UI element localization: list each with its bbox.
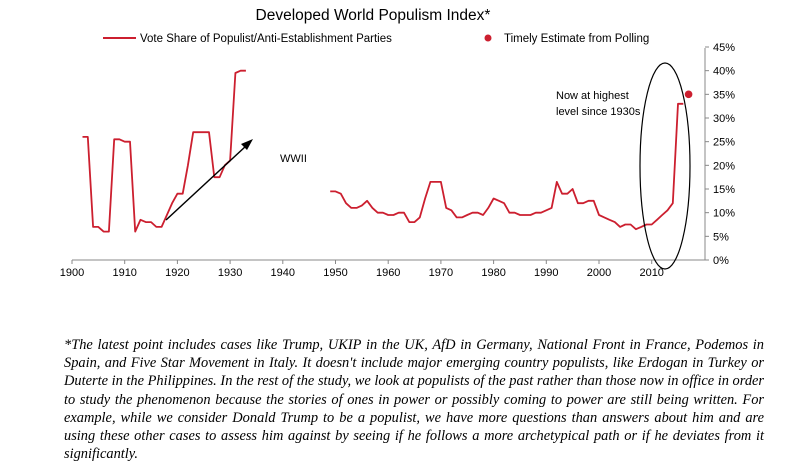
x-tick-label: 2010: [639, 267, 663, 279]
chart-title: Developed World Populism Index*: [256, 7, 491, 24]
footnote: *The latest point includes cases like Tr…: [64, 337, 764, 463]
x-tick-label: 1960: [376, 267, 400, 279]
x-tick-label: 1940: [271, 267, 295, 279]
y-tick-label: 30%: [713, 113, 735, 125]
y-tick-label: 5%: [713, 231, 729, 243]
annotation-line-1: Now at highest: [556, 90, 629, 102]
series-points: [684, 90, 693, 99]
trend-arrow-line: [165, 145, 247, 221]
x-tick-label: 1900: [60, 267, 84, 279]
x-tick-label: 2000: [587, 267, 611, 279]
x-tick-label: 1950: [323, 267, 347, 279]
y-tick-label: 15%: [713, 184, 735, 196]
x-tick-label: 1930: [218, 267, 242, 279]
x-tick-label: 1980: [481, 267, 505, 279]
chart: Developed World Populism Index* Vote Sha…: [60, 7, 735, 279]
legend-label-vote-share: Vote Share of Populist/Anti-Establishmen…: [140, 33, 392, 45]
y-tick-label: 0%: [713, 255, 729, 267]
x-tick-label: 1970: [429, 267, 453, 279]
y-tick-label: 25%: [713, 137, 735, 149]
plot-area: 1900 1910 1920 1930 1940 1950 1960 1970 1980 1990…: [60, 42, 735, 279]
wwii-annotation: WWII: [165, 139, 307, 221]
series-lines: [82, 69, 684, 233]
trend-arrow-head-icon: [241, 139, 253, 150]
series-line-vote-share: [82, 69, 246, 233]
legend-dot-swatch: [484, 34, 492, 42]
y-tick-label: 35%: [713, 89, 735, 101]
y-axis-ticks: 0% 5% 10% 15% 20% 25% 30% 35% 40% 45%: [705, 42, 735, 267]
wwii-label: WWII: [280, 153, 307, 165]
x-tick-label: 1920: [165, 267, 189, 279]
polling-estimate-point: [684, 90, 693, 99]
highlight-ellipse: [639, 62, 691, 270]
y-tick-label: 40%: [713, 66, 735, 78]
y-tick-label: 10%: [713, 208, 735, 220]
y-tick-label: 45%: [713, 42, 735, 54]
annotation-line-2: level since 1930s: [556, 106, 641, 118]
highest-level-annotation: Now at highest level since 1930s: [556, 62, 691, 270]
legend-label-polling: Timely Estimate from Polling: [504, 33, 649, 45]
x-tick-label: 1990: [534, 267, 558, 279]
series-line-vote-share: [330, 102, 684, 231]
y-tick-label: 20%: [713, 160, 735, 172]
x-axis-ticks: 1900 1910 1920 1930 1940 1950 1960 1970 1980 1990…: [60, 260, 664, 279]
legend: Vote Share of Populist/Anti-Establishmen…: [103, 33, 649, 45]
x-tick-label: 1910: [112, 267, 136, 279]
